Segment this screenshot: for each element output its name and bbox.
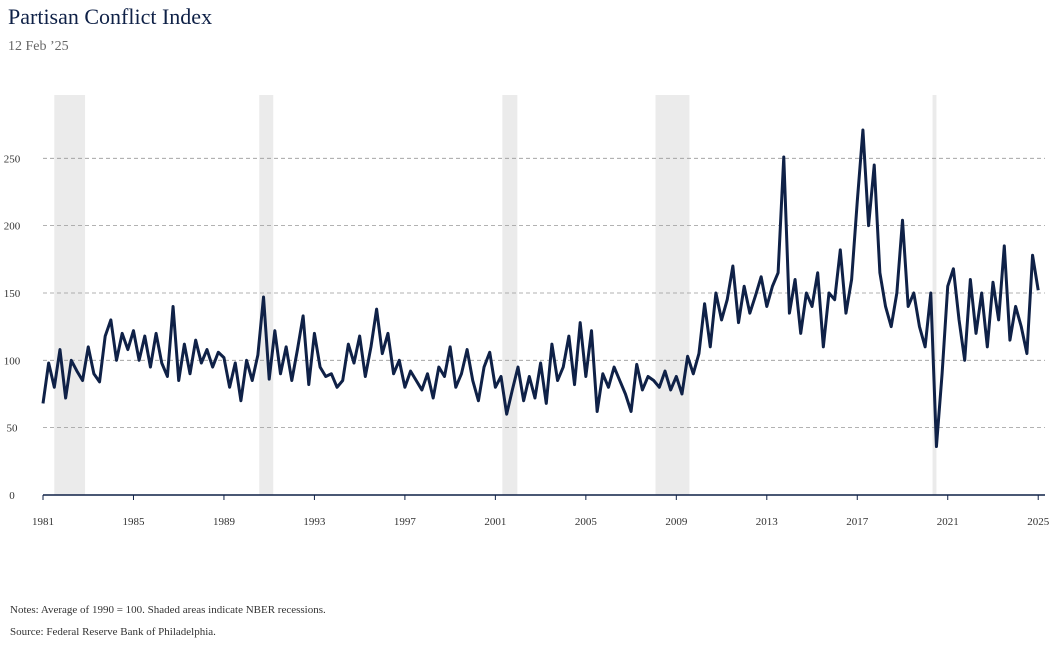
x-tick-label: 1993 (303, 516, 326, 528)
y-tick-label: 150 (4, 288, 21, 300)
notes: Notes: Average of 1990 = 100. Shaded are… (10, 604, 326, 616)
x-tick-label: 2017 (846, 516, 869, 528)
chart-subtitle: 12 Feb ’25 (8, 39, 69, 54)
x-tick-label: 2005 (575, 516, 598, 528)
recession-shade (259, 95, 274, 495)
x-tick-label: 1985 (122, 516, 145, 528)
recession-shade (655, 95, 690, 495)
plot-area: 0 50 100 150 200 250 1981 1985 1989 1993 1997 2001 2… (4, 95, 1050, 528)
x-tick-label: 2013 (756, 516, 779, 528)
x-tick-label: 2001 (484, 516, 506, 528)
recession-shade (54, 95, 86, 495)
source: Source: Federal Reserve Bank of Philadel… (10, 626, 216, 638)
recession-shade (502, 95, 518, 495)
x-tick-label: 2021 (937, 516, 959, 528)
recession-shade (932, 95, 937, 495)
y-tick-label: 50 (7, 423, 19, 435)
y-tick-label: 200 (4, 221, 21, 233)
chart-title: Partisan Conflict Index (8, 4, 212, 29)
x-tick-label: 1981 (32, 516, 54, 528)
x-tick-label: 1989 (213, 516, 236, 528)
x-tick-label: 2025 (1027, 516, 1050, 528)
series-line (41, 128, 1040, 449)
x-tick-label: 1997 (394, 516, 417, 528)
y-tick-label: 250 (4, 153, 21, 165)
x-tick-label: 2009 (665, 516, 688, 528)
y-tick-label: 0 (9, 490, 15, 502)
y-tick-label: 100 (4, 355, 21, 367)
